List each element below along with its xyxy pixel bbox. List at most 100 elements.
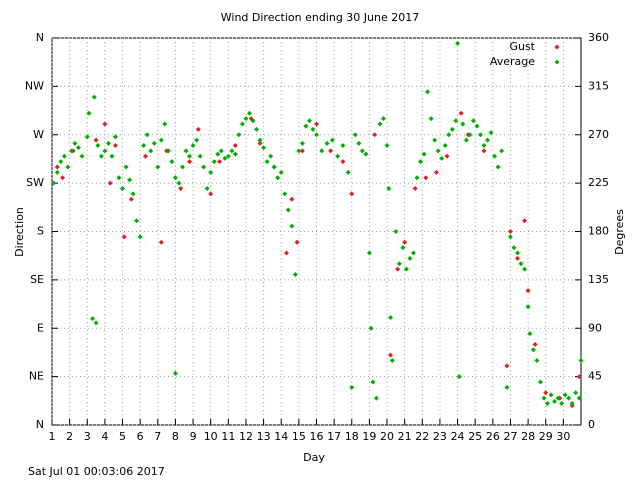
data-point bbox=[229, 148, 235, 154]
y2-tick-label: 180 bbox=[588, 225, 609, 238]
x-tick-label: 19 bbox=[362, 430, 376, 443]
data-point bbox=[232, 151, 238, 157]
legend-marker bbox=[554, 44, 560, 50]
data-point bbox=[141, 143, 147, 148]
x-tick-label: 9 bbox=[190, 430, 197, 443]
data-point bbox=[116, 175, 122, 181]
y-tick-label: SW bbox=[26, 176, 44, 189]
data-point bbox=[91, 94, 97, 100]
data-point bbox=[292, 272, 298, 277]
data-point bbox=[243, 116, 249, 122]
x-tick-label: 29 bbox=[539, 430, 553, 443]
data-point bbox=[197, 153, 203, 159]
data-point bbox=[289, 196, 295, 202]
data-point bbox=[504, 363, 510, 369]
y-tick-label: S bbox=[37, 225, 44, 238]
data-point bbox=[335, 153, 341, 159]
data-point bbox=[120, 186, 126, 191]
data-point bbox=[543, 390, 549, 396]
data-point bbox=[54, 169, 60, 175]
data-point bbox=[492, 153, 498, 159]
data-point bbox=[515, 250, 521, 256]
data-point bbox=[112, 134, 118, 140]
data-point bbox=[412, 186, 418, 191]
data-point bbox=[158, 239, 164, 245]
data-point bbox=[128, 196, 134, 202]
data-point bbox=[329, 137, 335, 143]
data-point bbox=[187, 159, 193, 165]
data-point bbox=[576, 374, 582, 380]
data-point bbox=[195, 126, 201, 132]
x-tick-label: 21 bbox=[398, 430, 412, 443]
x-tick-label: 11 bbox=[221, 430, 235, 443]
data-point bbox=[98, 153, 104, 159]
data-point bbox=[134, 218, 140, 224]
data-point bbox=[222, 155, 228, 161]
data-point bbox=[453, 118, 459, 124]
data-point bbox=[278, 169, 284, 175]
x-tick-label: 2 bbox=[66, 430, 73, 443]
data-point bbox=[573, 390, 579, 396]
data-point bbox=[552, 398, 558, 404]
data-point bbox=[400, 245, 406, 251]
data-point bbox=[463, 137, 469, 143]
data-point bbox=[507, 229, 513, 234]
x-tick-label: 7 bbox=[154, 430, 161, 443]
x-tick-label: 15 bbox=[292, 430, 306, 443]
data-point bbox=[578, 358, 584, 363]
data-point bbox=[204, 186, 210, 191]
y2-tick-label: 270 bbox=[588, 128, 609, 141]
data-point bbox=[349, 384, 355, 390]
footer-timestamp: Sat Jul 01 00:03:06 2017 bbox=[28, 465, 165, 478]
data-point bbox=[217, 159, 223, 165]
y-tick-label: N bbox=[36, 31, 44, 44]
x-tick-label: 23 bbox=[433, 430, 447, 443]
x-tick-label: 1 bbox=[49, 430, 56, 443]
data-point bbox=[61, 153, 67, 159]
data-point bbox=[51, 180, 57, 186]
x-tick-label: 16 bbox=[310, 430, 324, 443]
data-point bbox=[456, 374, 462, 380]
x-tick-label: 26 bbox=[486, 430, 500, 443]
data-point bbox=[525, 304, 531, 310]
data-point bbox=[215, 151, 221, 157]
data-point bbox=[410, 250, 416, 256]
data-point bbox=[345, 169, 351, 175]
y2-tick-label: 315 bbox=[588, 79, 609, 92]
data-point bbox=[65, 164, 71, 170]
data-point bbox=[458, 110, 464, 116]
data-point bbox=[246, 110, 252, 116]
data-point bbox=[455, 40, 461, 46]
data-point bbox=[481, 143, 487, 148]
data-point bbox=[178, 186, 184, 191]
data-point bbox=[470, 118, 476, 124]
data-point bbox=[559, 401, 565, 406]
data-point bbox=[356, 140, 362, 146]
x-tick-label: 5 bbox=[119, 430, 126, 443]
data-point bbox=[359, 148, 365, 154]
data-point bbox=[54, 164, 60, 170]
x-tick-label: 4 bbox=[101, 430, 108, 443]
data-point bbox=[158, 137, 164, 143]
data-point bbox=[525, 288, 531, 294]
data-point bbox=[414, 175, 420, 181]
x-tick-label: 25 bbox=[468, 430, 482, 443]
data-point bbox=[155, 164, 161, 170]
data-point bbox=[58, 159, 64, 165]
data-point bbox=[569, 401, 575, 406]
data-point bbox=[275, 175, 281, 181]
data-point bbox=[314, 132, 319, 138]
data-point bbox=[190, 143, 196, 148]
data-point bbox=[388, 352, 394, 358]
data-point bbox=[444, 153, 450, 159]
data-point bbox=[112, 143, 118, 148]
data-point bbox=[95, 143, 101, 148]
y-axis-label: Direction bbox=[13, 207, 26, 257]
data-point bbox=[86, 110, 92, 116]
data-point bbox=[194, 137, 200, 143]
legend-label: Average bbox=[490, 55, 535, 68]
legend-marker bbox=[554, 59, 560, 65]
data-point bbox=[541, 395, 547, 401]
data-point bbox=[183, 148, 189, 154]
